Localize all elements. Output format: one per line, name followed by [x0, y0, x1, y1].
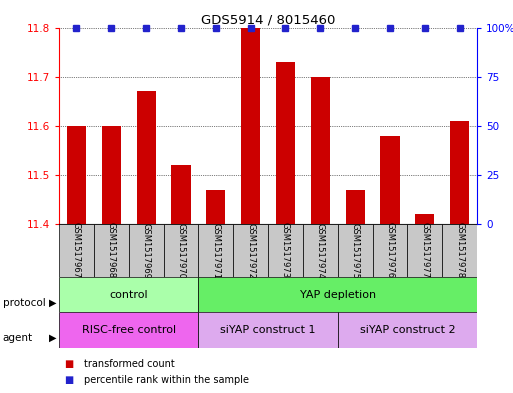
Title: GDS5914 / 8015460: GDS5914 / 8015460 — [201, 13, 335, 26]
Bar — [303, 224, 338, 277]
Bar — [346, 190, 365, 224]
Bar — [442, 224, 477, 277]
Bar — [338, 224, 372, 277]
Text: YAP depletion: YAP depletion — [300, 290, 376, 300]
Bar — [199, 312, 338, 348]
Bar — [199, 224, 233, 277]
Text: ▶: ▶ — [49, 298, 56, 308]
Bar — [338, 312, 477, 348]
Bar — [199, 277, 477, 312]
Text: protocol: protocol — [3, 298, 45, 308]
Text: agent: agent — [3, 333, 33, 343]
Text: ■: ■ — [64, 358, 73, 369]
Text: GSM1517970: GSM1517970 — [176, 222, 185, 279]
Bar — [276, 62, 295, 224]
Bar — [94, 224, 129, 277]
Text: percentile rank within the sample: percentile rank within the sample — [84, 375, 249, 385]
Text: GSM1517972: GSM1517972 — [246, 222, 255, 279]
Bar — [311, 77, 330, 224]
Bar — [268, 224, 303, 277]
Text: GSM1517978: GSM1517978 — [455, 222, 464, 279]
Bar — [59, 312, 199, 348]
Bar — [241, 28, 260, 224]
Bar — [450, 121, 469, 224]
Bar — [129, 224, 164, 277]
Bar — [59, 277, 199, 312]
Bar — [233, 224, 268, 277]
Bar — [59, 224, 94, 277]
Bar — [407, 224, 442, 277]
Text: siYAP construct 2: siYAP construct 2 — [360, 325, 455, 335]
Text: GSM1517967: GSM1517967 — [72, 222, 81, 279]
Bar — [102, 126, 121, 224]
Text: GSM1517968: GSM1517968 — [107, 222, 116, 279]
Text: ▶: ▶ — [49, 333, 56, 343]
Text: RISC-free control: RISC-free control — [82, 325, 176, 335]
Bar — [164, 224, 199, 277]
Text: ■: ■ — [64, 375, 73, 385]
Bar — [415, 214, 435, 224]
Text: GSM1517977: GSM1517977 — [420, 222, 429, 279]
Bar — [381, 136, 400, 224]
Text: GSM1517971: GSM1517971 — [211, 222, 220, 279]
Text: GSM1517974: GSM1517974 — [316, 222, 325, 279]
Bar — [206, 190, 225, 224]
Text: GSM1517975: GSM1517975 — [351, 222, 360, 279]
Text: siYAP construct 1: siYAP construct 1 — [220, 325, 316, 335]
Bar — [372, 224, 407, 277]
Text: GSM1517973: GSM1517973 — [281, 222, 290, 279]
Text: GSM1517969: GSM1517969 — [142, 222, 151, 279]
Text: transformed count: transformed count — [84, 358, 174, 369]
Text: control: control — [109, 290, 148, 300]
Bar — [67, 126, 86, 224]
Bar — [136, 92, 155, 224]
Bar — [171, 165, 190, 224]
Text: GSM1517976: GSM1517976 — [385, 222, 394, 279]
